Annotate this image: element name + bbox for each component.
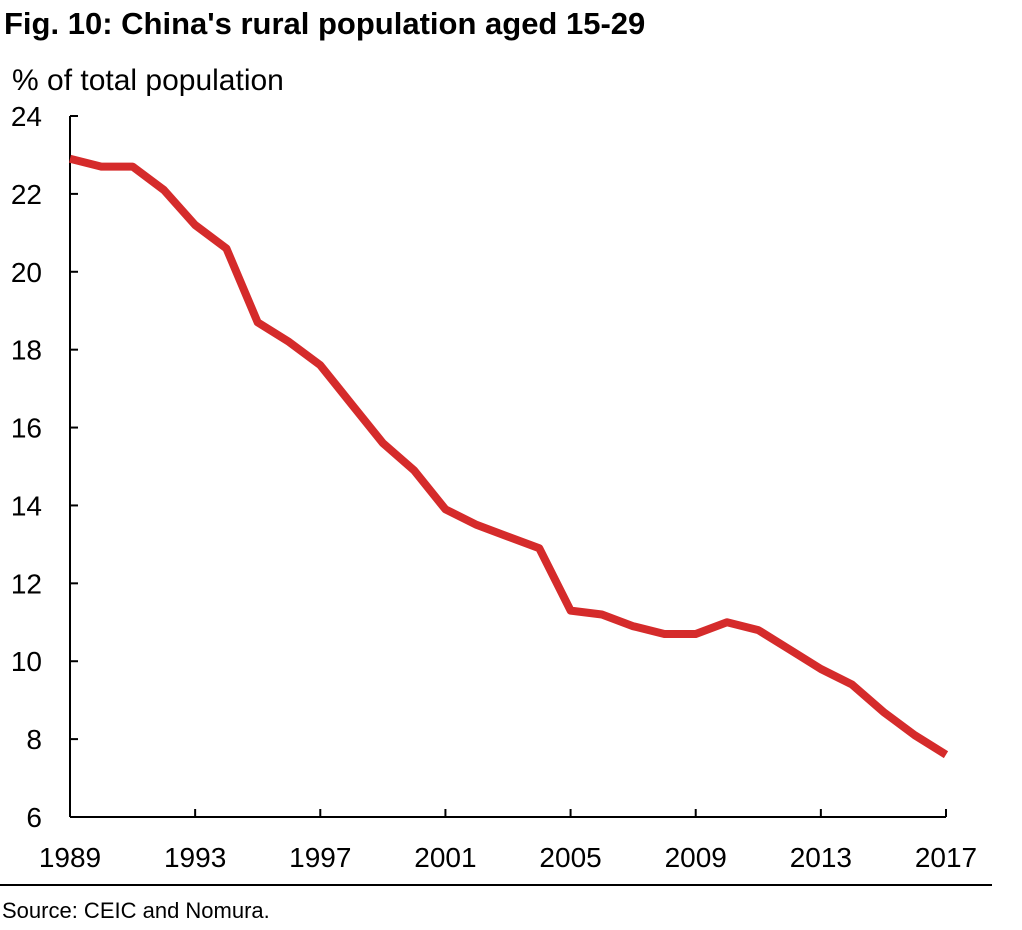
- series-group: [69, 154, 949, 759]
- y-tick-label: 10: [11, 646, 42, 677]
- x-tick-label: 1997: [289, 842, 351, 873]
- x-tick-label: 2017: [915, 842, 977, 873]
- y-axis-label: % of total population: [12, 64, 284, 97]
- y-tick-label: 16: [11, 413, 42, 444]
- y-tick-label: 22: [11, 179, 42, 210]
- y-tick-label: 8: [26, 724, 42, 755]
- chart-title: Fig. 10: China's rural population aged 1…: [4, 6, 646, 41]
- y-tick-label: 18: [11, 335, 42, 366]
- y-tick-label: 20: [11, 257, 42, 288]
- y-tick-label: 12: [11, 568, 42, 599]
- y-tick-label: 6: [26, 802, 42, 833]
- x-tick-label: 2001: [414, 842, 476, 873]
- series-line: [69, 154, 949, 759]
- y-tick-label: 14: [11, 490, 42, 521]
- source-divider: [0, 884, 992, 886]
- line-chart: 6 8 10 12 14 16 18 20 22 24 1989 1993 1997 2001 2005 20…: [11, 101, 977, 873]
- x-tick-label: 2013: [790, 842, 852, 873]
- x-tick-label: 2005: [539, 842, 601, 873]
- x-tick-label: 1989: [39, 842, 101, 873]
- x-tick-label: 1993: [164, 842, 226, 873]
- tick-labels: 6 8 10 12 14 16 18 20 22 24 1989 1993 1997 2001 2005 20…: [11, 101, 977, 873]
- axes: [69, 115, 947, 818]
- x-tick-label: 2009: [665, 842, 727, 873]
- source-note: Source: CEIC and Nomura.: [2, 898, 270, 923]
- y-tick-label: 24: [11, 101, 42, 132]
